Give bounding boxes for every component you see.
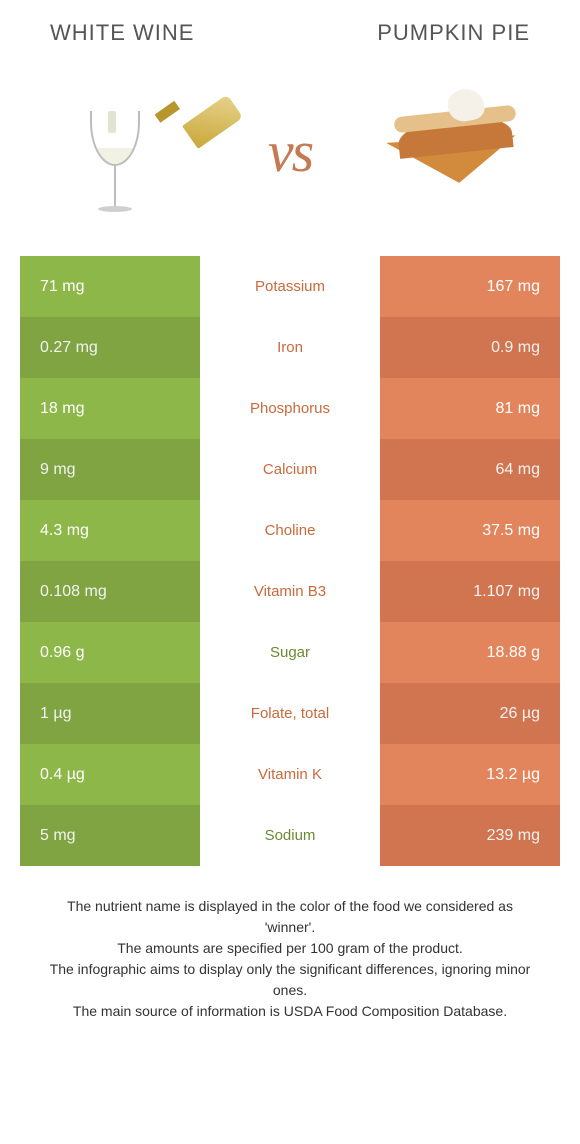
footer-line: The main source of information is USDA F… [40,1001,540,1022]
nutrient-name: Calcium [200,439,380,500]
table-row: 0.4 µgVitamin K13.2 µg [20,744,560,805]
footer-line: The nutrient name is displayed in the co… [40,896,540,938]
left-value: 5 mg [20,805,200,866]
wine-illustration [40,71,220,231]
nutrient-name: Vitamin B3 [200,561,380,622]
right-value: 18.88 g [380,622,560,683]
table-row: 9 mgCalcium64 mg [20,439,560,500]
right-value: 239 mg [380,805,560,866]
header-row: WHITE WINE PUMPKIN PIE [0,0,580,56]
footer-line: The infographic aims to display only the… [40,959,540,1001]
nutrient-name: Phosphorus [200,378,380,439]
table-row: 1 µgFolate, total26 µg [20,683,560,744]
left-value: 0.4 µg [20,744,200,805]
nutrient-name: Iron [200,317,380,378]
table-row: 0.108 mgVitamin B31.107 mg [20,561,560,622]
footer-line: The amounts are specified per 100 gram o… [40,938,540,959]
table-row: 0.27 mgIron0.9 mg [20,317,560,378]
comparison-table: 71 mgPotassium167 mg0.27 mgIron0.9 mg18 … [0,256,580,866]
table-row: 0.96 gSugar18.88 g [20,622,560,683]
nutrient-name: Sodium [200,805,380,866]
nutrient-name: Vitamin K [200,744,380,805]
footer-notes: The nutrient name is displayed in the co… [0,866,580,1022]
nutrient-name: Sugar [200,622,380,683]
right-value: 26 µg [380,683,560,744]
left-value: 4.3 mg [20,500,200,561]
left-value: 0.27 mg [20,317,200,378]
right-value: 37.5 mg [380,500,560,561]
right-value: 0.9 mg [380,317,560,378]
nutrient-name: Choline [200,500,380,561]
nutrient-name: Folate, total [200,683,380,744]
left-value: 18 mg [20,378,200,439]
right-value: 64 mg [380,439,560,500]
table-row: 4.3 mgCholine37.5 mg [20,500,560,561]
nutrient-name: Potassium [200,256,380,317]
hero-row: vs [0,56,580,256]
table-row: 71 mgPotassium167 mg [20,256,560,317]
right-value: 1.107 mg [380,561,560,622]
right-value: 81 mg [380,378,560,439]
left-value: 0.108 mg [20,561,200,622]
vs-label: vs [268,118,312,185]
left-value: 1 µg [20,683,200,744]
pie-illustration [360,71,540,231]
right-value: 13.2 µg [380,744,560,805]
right-value: 167 mg [380,256,560,317]
left-value: 71 mg [20,256,200,317]
table-row: 5 mgSodium239 mg [20,805,560,866]
left-value: 0.96 g [20,622,200,683]
left-value: 9 mg [20,439,200,500]
table-row: 18 mgPhosphorus81 mg [20,378,560,439]
right-food-title: PUMPKIN PIE [377,20,530,46]
left-food-title: WHITE WINE [50,20,194,46]
